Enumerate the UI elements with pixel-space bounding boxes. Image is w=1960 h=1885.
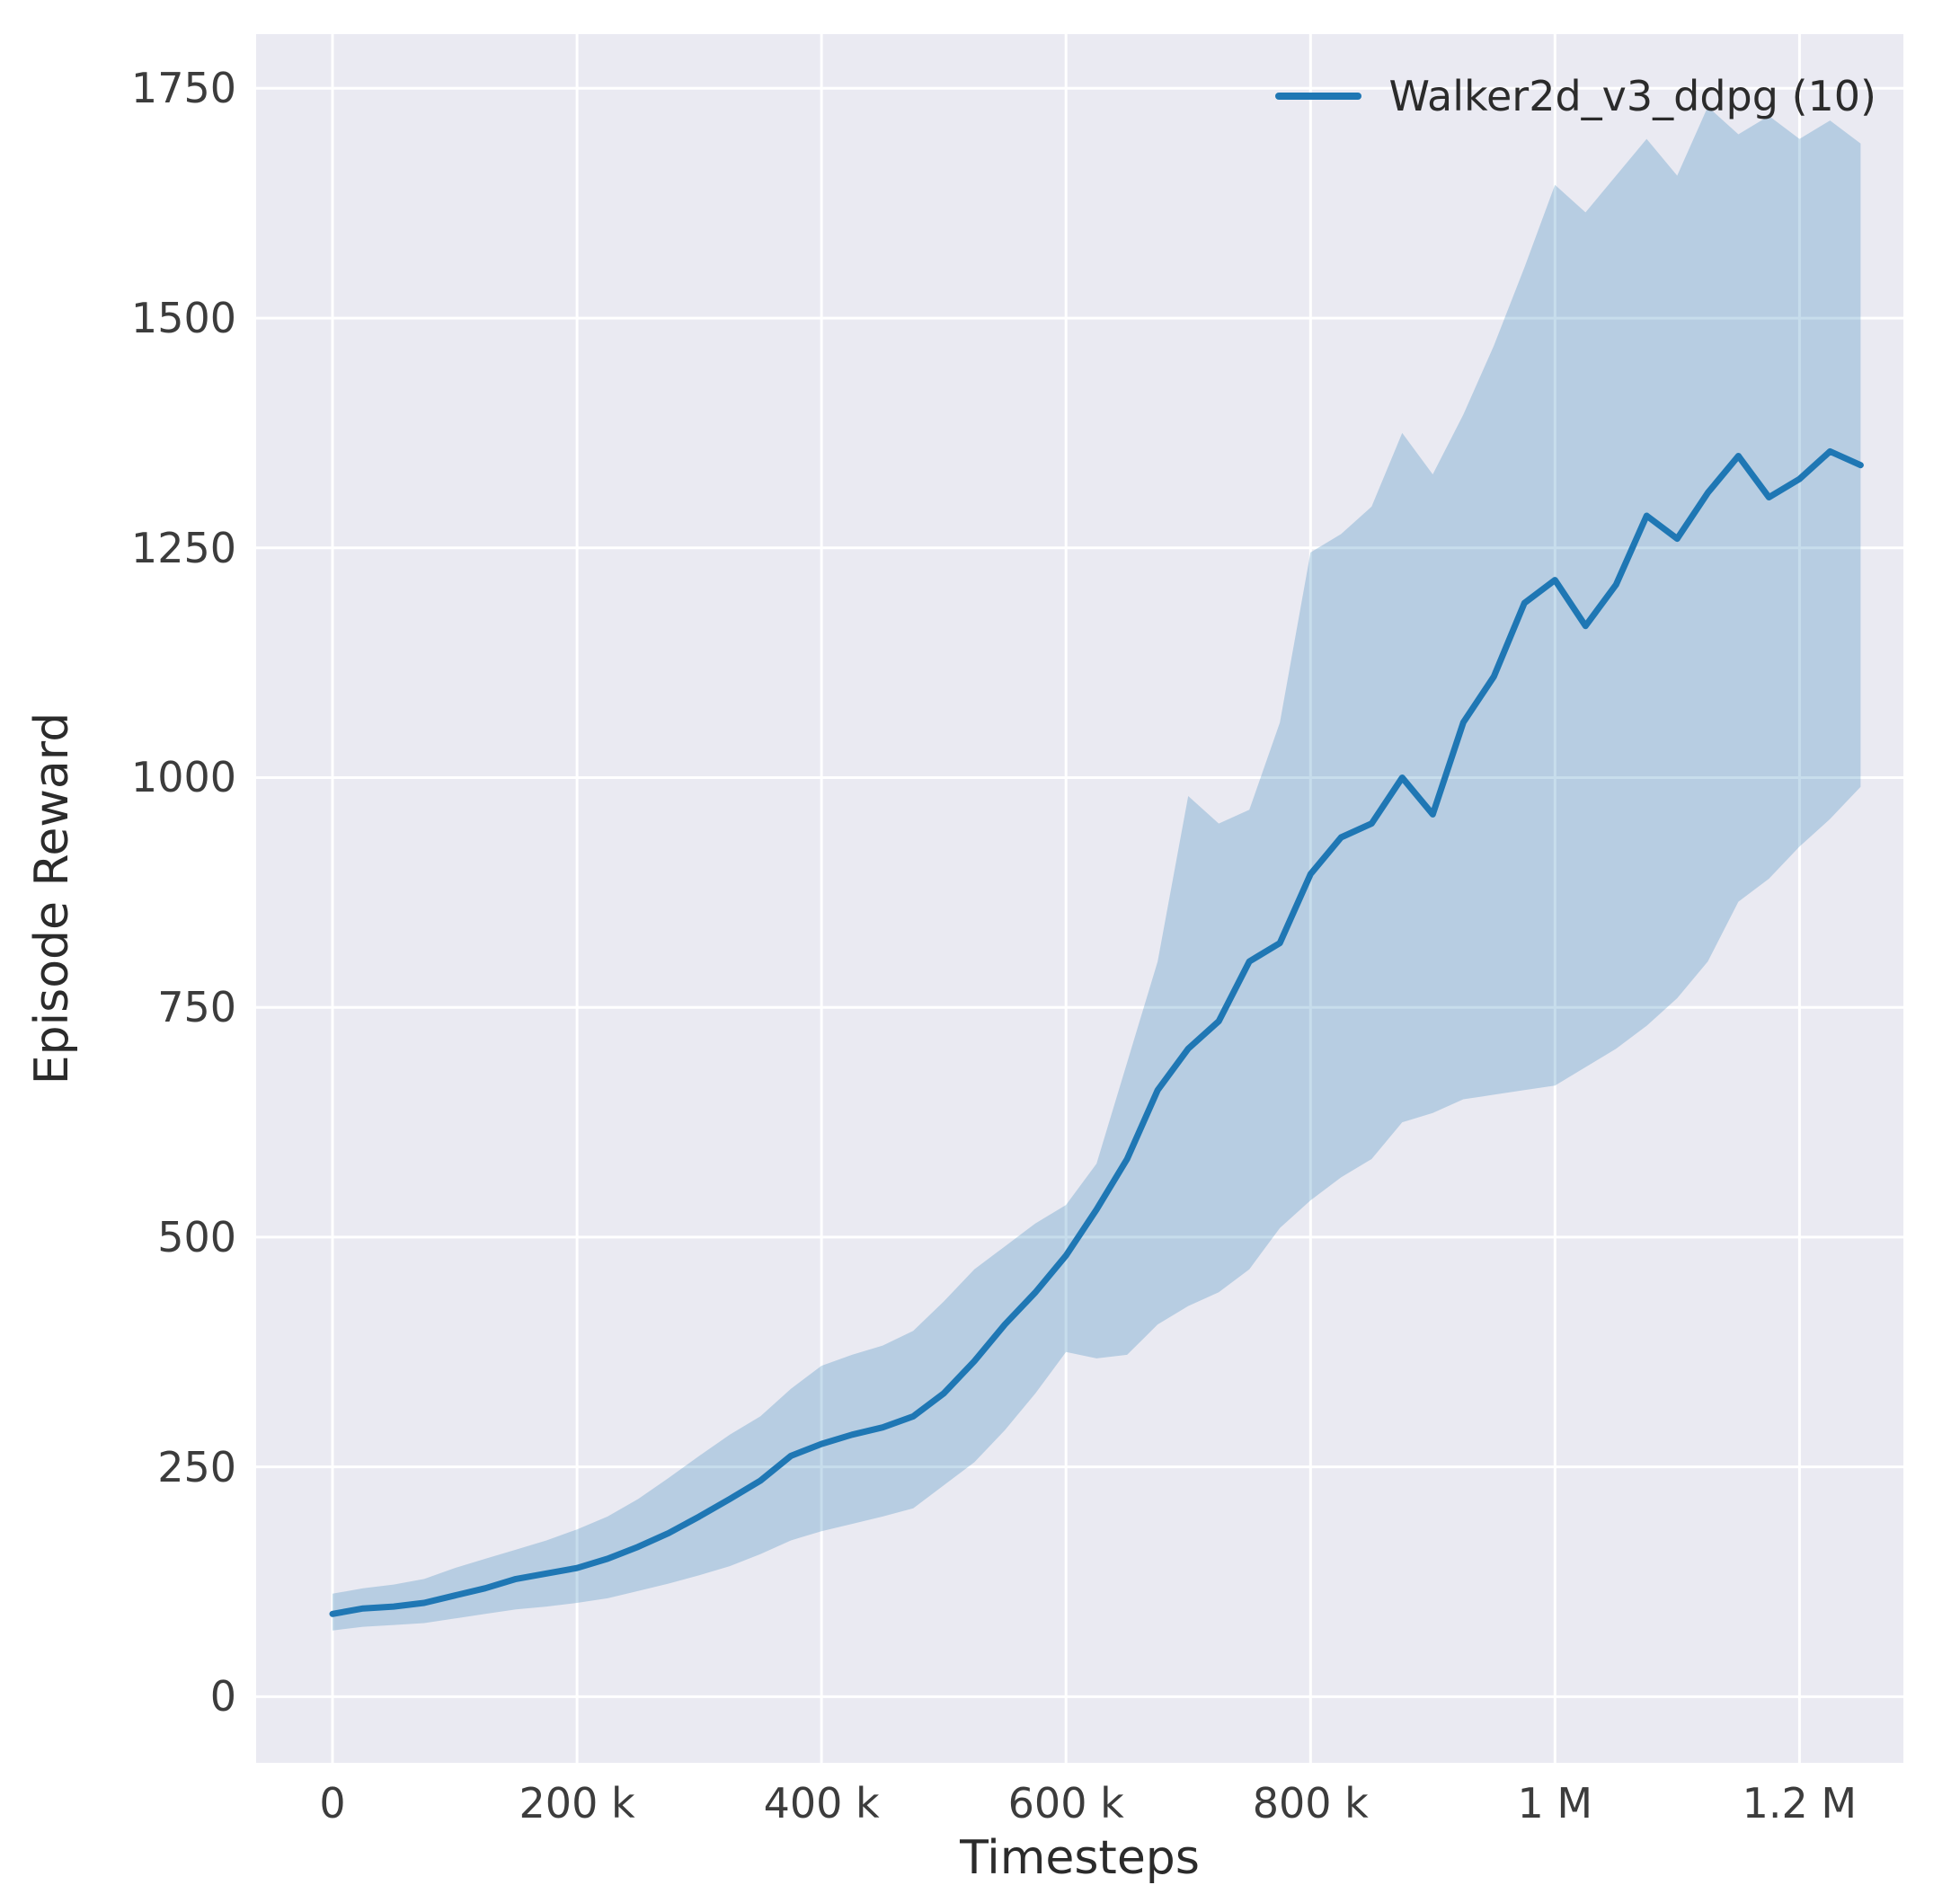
- plot-area: Walker2d_v3_ddpg (10): [256, 34, 1903, 1763]
- y-axis-tick-label: 1500: [130, 294, 236, 343]
- y-axis-tick-label: 1750: [130, 64, 236, 113]
- y-axis-tick-label: 0: [209, 1672, 236, 1721]
- y-axis-tick-label: 1250: [130, 523, 236, 572]
- y-axis-ticks: 0 250 500 750 1000 1250 1500 1750: [0, 0, 236, 1885]
- y-axis-tick-label: 1000: [130, 753, 236, 802]
- y-axis-tick-label: 500: [157, 1212, 236, 1261]
- x-axis-tick-label: 400 k: [763, 1779, 880, 1827]
- x-axis-tick-label: 600 k: [1007, 1779, 1124, 1827]
- y-axis-tick-label: 750: [157, 983, 236, 1032]
- x-axis-tick-label: 200 k: [519, 1779, 635, 1827]
- y-axis-tick-label: 250: [157, 1442, 236, 1491]
- legend: Walker2d_v3_ddpg (10): [1275, 72, 1876, 120]
- x-axis-title: Timesteps: [960, 1831, 1200, 1885]
- chart-canvas: [256, 34, 1903, 1763]
- legend-label: Walker2d_v3_ddpg (10): [1388, 72, 1876, 120]
- y-axis-title: Episode Reward: [25, 712, 79, 1085]
- x-axis-tick-label: 800 k: [1252, 1779, 1369, 1827]
- x-axis-tick-label: 1 M: [1517, 1779, 1593, 1827]
- x-axis-tick-label: 0: [319, 1779, 346, 1827]
- legend-line-swatch: [1275, 93, 1362, 100]
- x-axis-tick-label: 1.2 M: [1742, 1779, 1858, 1827]
- mean-line: [329, 447, 1864, 1617]
- confidence-band: [333, 106, 1861, 1631]
